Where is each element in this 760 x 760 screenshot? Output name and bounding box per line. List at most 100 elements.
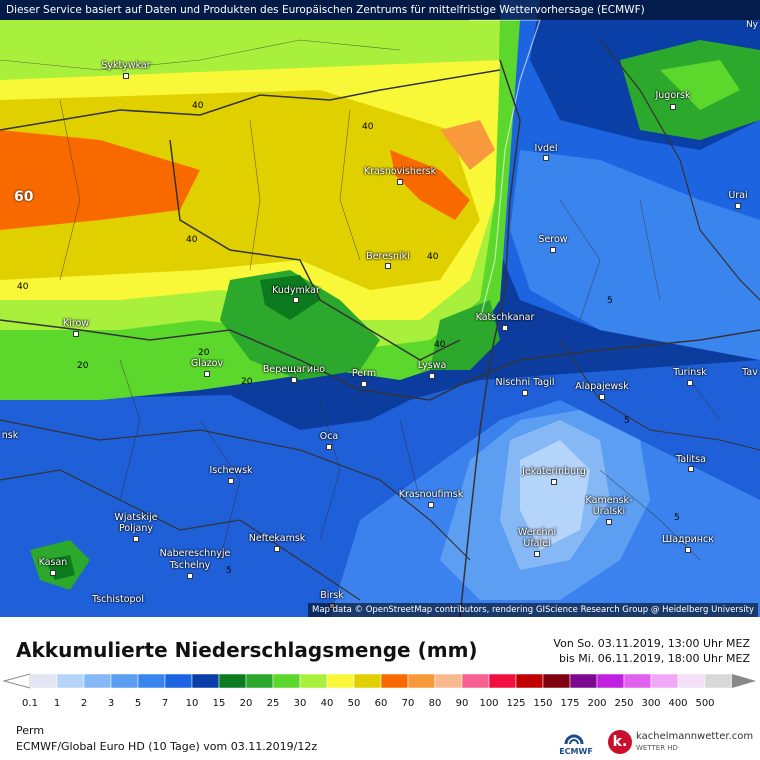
city-label: Serow <box>538 234 568 245</box>
city-marker <box>670 104 676 110</box>
city-label: Krasnovishersk <box>363 166 437 177</box>
period-start: Von So. 03.11.2019, 13:00 Uhr MEZ <box>553 637 750 650</box>
city-label: Poljany <box>119 523 153 534</box>
legend-swatch <box>218 673 247 689</box>
city-marker <box>522 390 528 396</box>
data-source-banner: Dieser Service basiert auf Daten und Pro… <box>0 0 760 20</box>
city-label: Birsk <box>320 590 344 601</box>
kachelmann-k-icon: k. <box>608 730 632 754</box>
city-label: Beresniki <box>366 251 410 262</box>
city-label: Neftekamsk <box>248 533 306 544</box>
contour-label: 40 <box>17 282 29 292</box>
legend-tick-label: 2 <box>80 698 88 709</box>
city-label: Jugorsk <box>655 90 691 101</box>
legend-swatch <box>407 673 436 689</box>
legend-tick-label: 175 <box>560 698 580 709</box>
city-label: nsk <box>1 430 19 441</box>
map-title: Akkumulierte Niederschlagsmenge (mm) <box>16 638 478 662</box>
legend-swatch <box>569 673 598 689</box>
legend-tick-label: 3 <box>107 698 115 709</box>
kachelmann-logo: k. kachelmannwetter.com WETTER HD <box>608 728 758 758</box>
legend-swatch <box>191 673 220 689</box>
city-label: Wjatskije <box>114 512 158 523</box>
contour-label: 40 <box>192 101 204 111</box>
ecmwf-logo-text: ECMWF <box>559 747 593 756</box>
legend-tick-label: 20 <box>239 698 253 709</box>
legend-swatch <box>542 673 571 689</box>
legend-tick-label: 25 <box>266 698 280 709</box>
city-label: Ivdel <box>534 143 558 154</box>
legend-swatch <box>704 673 733 689</box>
city-label: Nischni Tagil <box>495 377 555 388</box>
legend-tick-label: 40 <box>320 698 334 709</box>
contour-label: 40 <box>186 235 198 245</box>
legend-tick-label: 70 <box>401 698 415 709</box>
city-label: Alapajewsk <box>575 381 629 392</box>
kachelmann-subtitle: WETTER HD <box>636 744 678 752</box>
contour-label: 5 <box>607 296 613 306</box>
precipitation-map: Dieser Service basiert auf Daten und Pro… <box>0 0 760 617</box>
legend-tick-label: 250 <box>614 698 634 709</box>
legend-swatch <box>515 673 544 689</box>
city-marker <box>274 546 280 552</box>
legend-swatch <box>137 673 166 689</box>
legend-swatch <box>299 673 328 689</box>
location-label: Perm <box>16 724 45 737</box>
city-marker <box>50 570 56 576</box>
legend-tick-label: 0.1 <box>22 698 38 709</box>
city-label: Nabereschnyje <box>159 548 231 559</box>
city-marker <box>685 547 691 553</box>
city-marker <box>550 247 556 253</box>
legend-swatch <box>596 673 625 689</box>
legend-swatch <box>353 673 382 689</box>
legend-swatch <box>326 673 355 689</box>
legend-swatch <box>461 673 490 689</box>
contour-label: 20 <box>241 377 253 387</box>
legend-swatch <box>245 673 274 689</box>
city-label: Glazov <box>190 358 224 369</box>
legend-swatch <box>623 673 652 689</box>
legend-tick-label: 60 <box>374 698 388 709</box>
city-marker <box>228 478 234 484</box>
legend-tick-label: 100 <box>479 698 499 709</box>
model-info: ECMWF/Global Euro HD (10 Tage) vom 03.11… <box>16 740 318 753</box>
city-marker <box>599 394 605 400</box>
city-label: Верещагино <box>262 364 326 375</box>
city-label: Werchni <box>517 527 557 538</box>
city-marker <box>502 325 508 331</box>
legend-swatch <box>110 673 139 689</box>
city-marker <box>606 519 612 525</box>
city-label: Oca <box>319 431 339 442</box>
contour-label: 40 <box>434 340 446 350</box>
city-marker <box>123 73 129 79</box>
legend-tick-label: 125 <box>506 698 526 709</box>
city-label: Katschkanar <box>475 312 535 323</box>
city-label: Krasnoufimsk <box>398 489 464 500</box>
city-marker <box>397 179 403 185</box>
city-label: Шадринск <box>662 534 714 545</box>
legend-tick-label: 1 <box>53 698 61 709</box>
city-marker <box>534 551 540 557</box>
city-label: Urai <box>728 190 748 201</box>
city-label: Talitsa <box>676 454 706 465</box>
city-marker <box>187 573 193 579</box>
city-label: Syktywkar <box>101 60 151 71</box>
city-label: Lyswa <box>417 360 447 371</box>
contour-value-label: 60 <box>14 189 34 205</box>
city-marker <box>293 297 299 303</box>
legend-swatch <box>380 673 409 689</box>
legend-swatch <box>434 673 463 689</box>
city-marker <box>735 203 741 209</box>
city-label: Jekaterinburg <box>522 466 586 477</box>
city-marker <box>73 331 79 337</box>
legend-swatch <box>83 673 112 689</box>
kachelmann-name: kachelmannwetter.com <box>636 731 754 742</box>
city-marker <box>361 381 367 387</box>
city-marker <box>204 371 210 377</box>
city-label: Ischewsk <box>209 465 253 476</box>
city-label: Kudymkar <box>272 285 320 296</box>
city-label: Tschelny <box>169 560 211 571</box>
city-label: Ufalei <box>523 538 551 549</box>
city-label: Kasan <box>38 557 68 568</box>
city-marker <box>687 380 693 386</box>
